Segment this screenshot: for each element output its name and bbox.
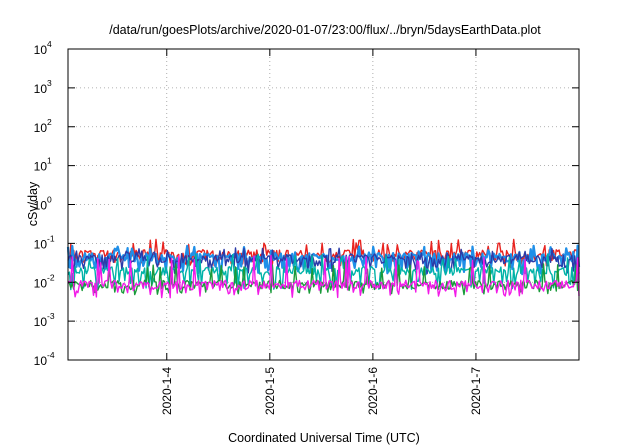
x-tick-label: 2020-1-5 bbox=[263, 367, 277, 415]
y-tick-label: 10 bbox=[34, 82, 48, 96]
y-tick-label: 10 bbox=[34, 121, 48, 135]
y-tick-label: 10 bbox=[34, 237, 48, 251]
y-tick-exponent: -4 bbox=[47, 350, 55, 360]
y-tick-label: 10 bbox=[34, 315, 48, 329]
y-tick-exponent: -3 bbox=[47, 311, 55, 321]
y-tick-exponent: 1 bbox=[47, 156, 52, 166]
data-series bbox=[66, 238, 581, 299]
x-tick-label: 2020-1-7 bbox=[469, 367, 483, 415]
x-axis-ticks: 2020-1-4 2020-1-5 2020-1-6 2020-1-7 bbox=[160, 49, 483, 415]
y-tick-exponent: -1 bbox=[47, 233, 55, 243]
y-tick-exponent: 3 bbox=[47, 78, 52, 88]
y-axis-label: cSv/day bbox=[26, 181, 40, 226]
y-tick-label: 10 bbox=[34, 354, 48, 368]
x-tick-label: 2020-1-4 bbox=[160, 367, 174, 415]
x-tick-label: 2020-1-6 bbox=[366, 367, 380, 415]
series-line bbox=[67, 247, 580, 275]
series-line bbox=[67, 254, 580, 299]
series-line bbox=[67, 261, 580, 296]
y-tick-exponent: 2 bbox=[47, 117, 52, 127]
y-tick-label: 10 bbox=[34, 199, 48, 213]
x-axis-label: Coordinated Universal Time (UTC) bbox=[228, 431, 420, 445]
y-tick-label: 10 bbox=[34, 43, 48, 57]
grid-lines bbox=[68, 49, 579, 360]
y-tick-label: 10 bbox=[34, 276, 48, 290]
y-tick-exponent: -2 bbox=[47, 272, 55, 282]
y-tick-label: 10 bbox=[34, 160, 48, 174]
series-line bbox=[66, 244, 581, 276]
y-tick-exponent: 4 bbox=[47, 39, 52, 49]
y-tick-exponent: 0 bbox=[47, 195, 52, 205]
chart-title: /data/run/goesPlots/archive/2020-01-07/2… bbox=[109, 23, 541, 37]
